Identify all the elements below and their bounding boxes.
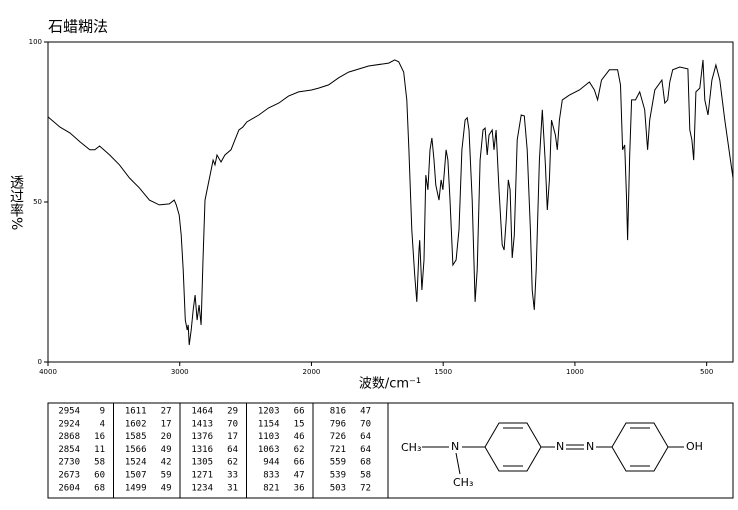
x-tick-label: 2000: [303, 368, 321, 376]
peak-wavenumber: 2924: [58, 419, 80, 429]
peak-transmittance: 68: [94, 483, 105, 493]
peak-wavenumber: 1063: [258, 445, 280, 455]
peak-wavenumber: 2954: [58, 407, 80, 417]
x-tick-label: 500: [700, 368, 713, 376]
peak-transmittance: 58: [94, 458, 105, 468]
peak-transmittance: 20: [161, 432, 172, 442]
peak-transmittance: 33: [227, 471, 238, 481]
peak-transmittance: 60: [94, 471, 105, 481]
chart-title: 石蜡糊法: [48, 18, 108, 36]
y-tick-label: 100: [29, 38, 42, 46]
peak-wavenumber: 1524: [125, 458, 147, 468]
atom-label: CH₃: [401, 441, 421, 454]
peak-wavenumber: 539: [330, 471, 346, 481]
peak-wavenumber: 1585: [125, 432, 147, 442]
peak-wavenumber: 1103: [258, 432, 280, 442]
peak-transmittance: 29: [227, 407, 238, 417]
peak-wavenumber: 1507: [125, 471, 147, 481]
peak-transmittance: 9: [100, 407, 105, 417]
peak-transmittance: 31: [227, 483, 238, 493]
atom-label: N: [556, 440, 564, 453]
peak-transmittance: 49: [161, 445, 172, 455]
x-axis-label: 波数/cm⁻¹: [359, 377, 421, 392]
atom-label: N: [586, 440, 594, 453]
peak-transmittance: 59: [161, 471, 172, 481]
peak-transmittance: 17: [227, 432, 238, 442]
y-axis-label: 透过率%: [8, 175, 24, 231]
peak-wavenumber: 1499: [125, 483, 147, 493]
peak-wavenumber: 1316: [191, 445, 213, 455]
peak-wavenumber: 1602: [125, 419, 147, 429]
peak-transmittance: 36: [294, 483, 305, 493]
peak-wavenumber: 1566: [125, 445, 147, 455]
peak-transmittance: 42: [161, 458, 172, 468]
peak-transmittance: 70: [227, 419, 238, 429]
peak-wavenumber: 721: [330, 445, 346, 455]
peak-wavenumber: 726: [330, 432, 346, 442]
atom-label: OH: [686, 440, 703, 453]
peak-transmittance: 70: [360, 419, 371, 429]
peak-wavenumber: 1413: [191, 419, 213, 429]
peak-wavenumber: 944: [263, 458, 279, 468]
peak-wavenumber: 816: [330, 407, 346, 417]
plot-frame: [47, 41, 734, 363]
peak-wavenumber: 821: [263, 483, 279, 493]
peak-transmittance: 64: [360, 445, 371, 455]
peak-transmittance: 15: [294, 419, 305, 429]
spectrum-line: [47, 59, 734, 346]
peak-transmittance: 27: [161, 407, 172, 417]
peak-wavenumber: 2730: [58, 458, 80, 468]
x-tick-label: 4000: [39, 368, 57, 376]
peak-transmittance: 58: [360, 471, 371, 481]
peak-wavenumber: 1203: [258, 407, 280, 417]
peak-transmittance: 66: [294, 458, 305, 468]
peak-wavenumber: 1611: [125, 407, 147, 417]
bond: [455, 452, 461, 475]
benzene-ring: [484, 422, 542, 472]
peak-transmittance: 11: [94, 445, 105, 455]
x-tick-label: 3000: [171, 368, 189, 376]
peak-transmittance: 47: [294, 471, 305, 481]
peak-transmittance: 46: [294, 432, 305, 442]
table-frame: [47, 402, 734, 499]
peak-wavenumber: 2868: [58, 432, 80, 442]
peak-transmittance: 64: [360, 432, 371, 442]
x-tick-label: 1500: [434, 368, 452, 376]
peak-transmittance: 16: [94, 432, 105, 442]
atom-label: CH₃: [453, 476, 473, 489]
peak-transmittance: 47: [360, 407, 371, 417]
peak-wavenumber: 1154: [258, 419, 280, 429]
peak-transmittance: 66: [294, 407, 305, 417]
peak-wavenumber: 1305: [191, 458, 213, 468]
peak-wavenumber: 2673: [58, 471, 80, 481]
y-tick-label: 50: [33, 198, 42, 206]
peak-wavenumber: 503: [330, 483, 346, 493]
peak-transmittance: 64: [227, 445, 238, 455]
x-tick-label: 1000: [566, 368, 584, 376]
atom-label: N: [451, 440, 459, 453]
peak-wavenumber: 1464: [191, 407, 213, 417]
peak-wavenumber: 1234: [191, 483, 213, 493]
peak-transmittance: 49: [161, 483, 172, 493]
peak-wavenumber: 1376: [191, 432, 213, 442]
y-tick-label: 0: [38, 358, 42, 366]
peak-wavenumber: 2854: [58, 445, 80, 455]
peak-wavenumber: 833: [263, 471, 279, 481]
peak-transmittance: 17: [161, 419, 172, 429]
structure: [422, 422, 684, 475]
peak-transmittance: 72: [360, 483, 371, 493]
peak-wavenumber: 559: [330, 458, 346, 468]
peak-wavenumber: 796: [330, 419, 346, 429]
peak-transmittance: 4: [100, 419, 105, 429]
peak-wavenumber: 1271: [191, 471, 213, 481]
peak-wavenumber: 2604: [58, 483, 80, 493]
peak-transmittance: 62: [294, 445, 305, 455]
peak-transmittance: 68: [360, 458, 371, 468]
benzene-ring: [611, 422, 669, 472]
peak-transmittance: 62: [227, 458, 238, 468]
